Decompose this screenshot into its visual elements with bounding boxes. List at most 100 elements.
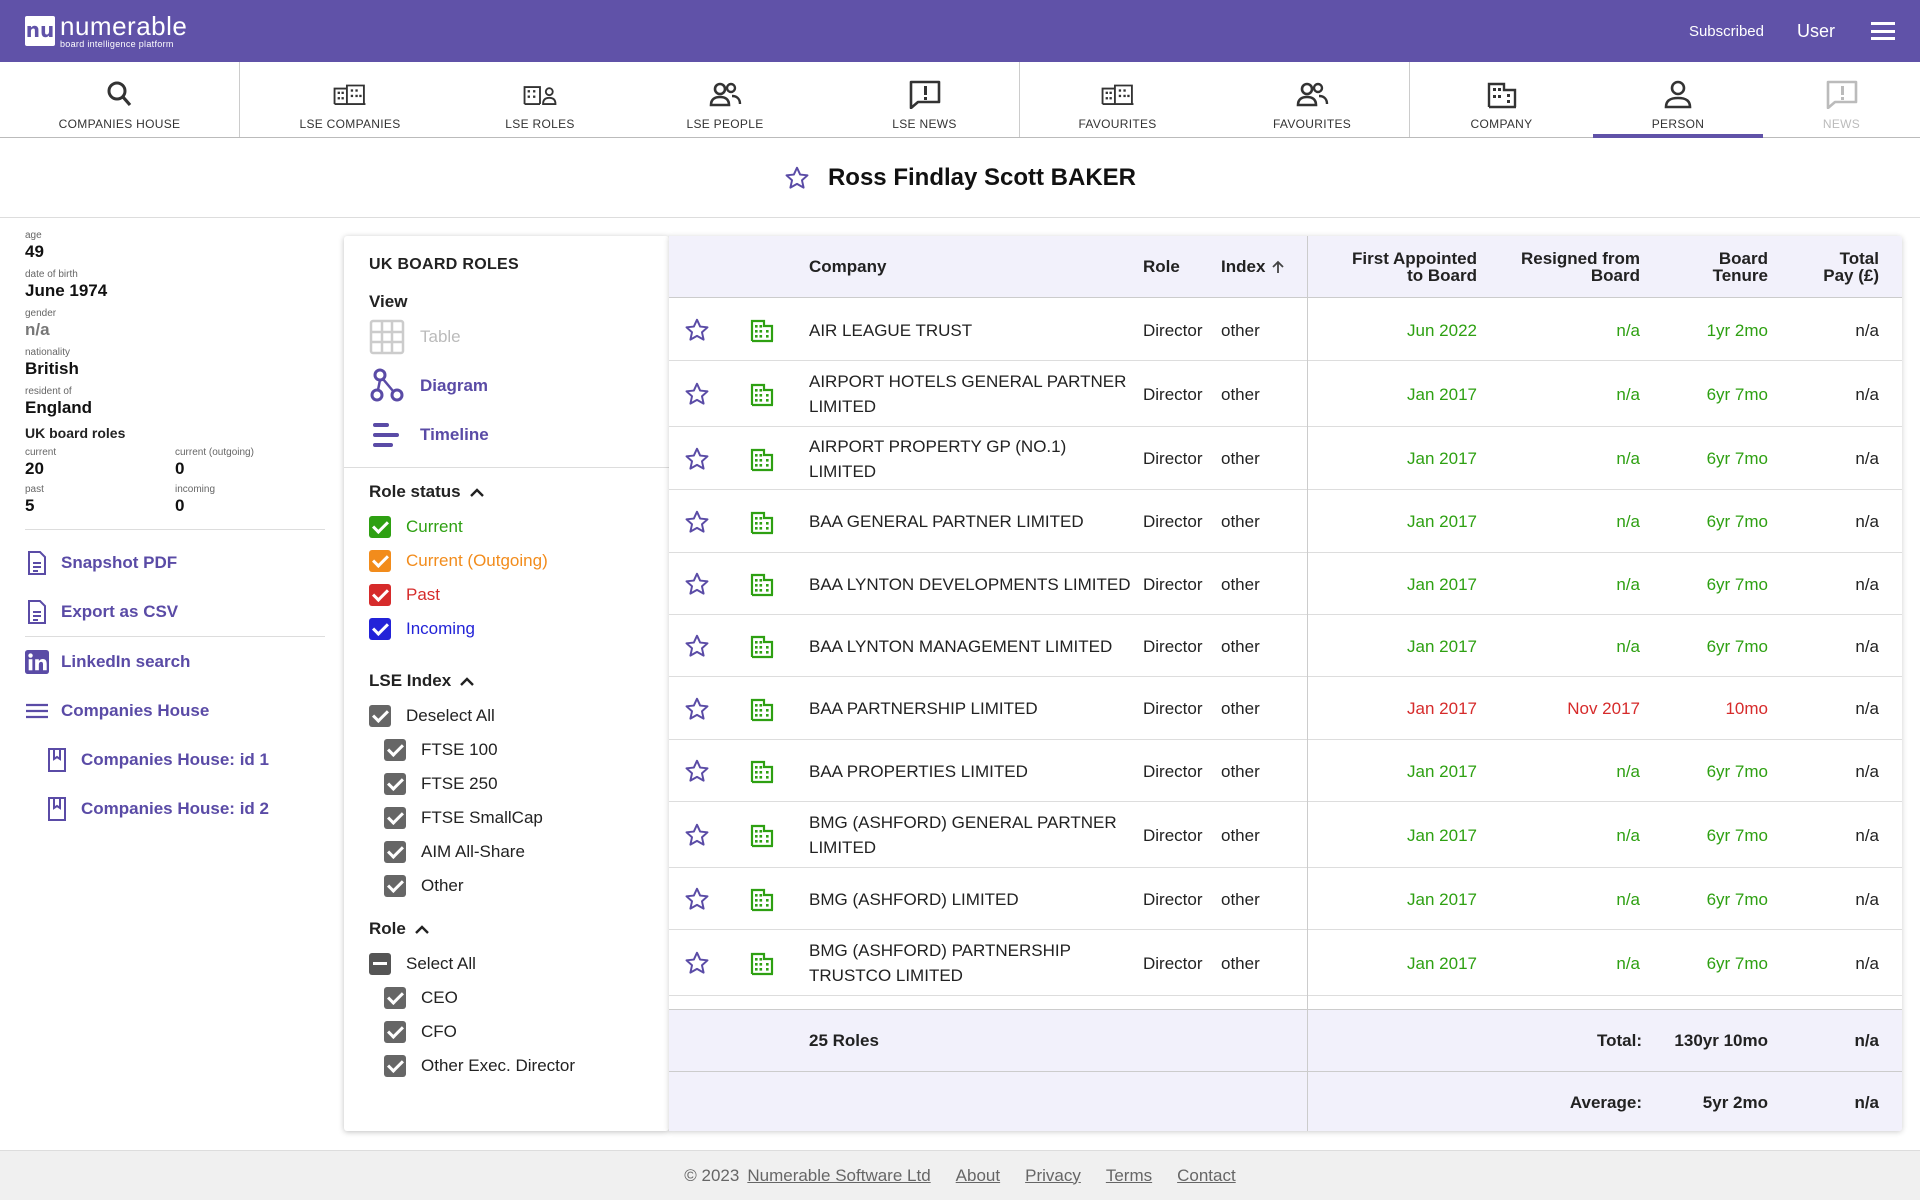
favourite-star-icon[interactable] <box>684 886 710 912</box>
company-building-icon[interactable] <box>749 446 775 472</box>
favourite-star-icon[interactable] <box>684 822 710 848</box>
contact-link[interactable]: Contact <box>1177 1165 1236 1185</box>
tab-lse-news[interactable]: LSE NEWS <box>830 62 1020 137</box>
company-name[interactable]: BAA LYNTON MANAGEMENT LIMITED <box>809 636 1113 656</box>
table-row[interactable]: AIRPORT HOTELS GENERAL PARTNER LIMITED Di… <box>669 361 1902 427</box>
table-row[interactable]: AIR LEAGUE TRUST Director other Jun 2022 n/a… <box>669 299 1902 361</box>
col-role-header[interactable]: Role <box>1143 257 1180 276</box>
privacy-link[interactable]: Privacy <box>1025 1165 1081 1185</box>
tab-person[interactable]: PERSON <box>1593 62 1763 138</box>
lse-deselect-all-checkbox[interactable]: Deselect All <box>369 699 644 733</box>
user-menu[interactable]: User <box>1796 20 1835 41</box>
col-resigned-header[interactable]: Resigned from Board <box>1521 250 1640 284</box>
favourite-star-icon[interactable] <box>684 696 710 722</box>
role-ceo-checkbox[interactable]: CEO <box>369 981 644 1015</box>
table-row[interactable]: BMG (ASHFORD) GENERAL PARTNER LIMITED Dir… <box>669 802 1902 868</box>
document-icon <box>28 599 46 624</box>
col-pay-header[interactable]: Total Pay (£) <box>1823 250 1879 284</box>
about-link[interactable]: About <box>955 1165 1001 1185</box>
favourite-star-icon[interactable] <box>684 381 710 407</box>
company-name[interactable]: BMG (ASHFORD) LIMITED <box>809 889 1019 909</box>
lse-ftse100-checkbox[interactable]: FTSE 100 <box>369 733 644 767</box>
lse-aim-checkbox[interactable]: AIM All-Share <box>369 835 644 869</box>
company-name[interactable]: BAA LYNTON DEVELOPMENTS LIMITED <box>809 574 1131 594</box>
view-diagram-option[interactable]: Diagram <box>369 361 644 410</box>
role-toggle[interactable]: Role <box>369 919 644 939</box>
table-row[interactable]: BAA PROPERTIES LIMITED Director other Jan 2… <box>669 740 1902 802</box>
role-status-heading: Role status <box>369 482 461 501</box>
table-row[interactable]: BAA LYNTON DEVELOPMENTS LIMITED Director o… <box>669 553 1902 615</box>
company-building-icon[interactable] <box>749 822 775 848</box>
col-first-appointed-header[interactable]: First Appointed to Board <box>1352 250 1477 284</box>
tab-companies-house[interactable]: COMPANIES HOUSE <box>0 62 240 137</box>
status-incoming-checkbox[interactable]: Incoming <box>369 612 644 646</box>
tab-company[interactable]: COMPANY <box>1410 62 1593 137</box>
favourite-star-icon[interactable] <box>684 446 710 472</box>
favourite-star-icon[interactable] <box>684 509 710 535</box>
view-table-option[interactable]: Table <box>369 312 644 361</box>
linkedin-search-link[interactable]: LinkedIn search <box>25 637 325 686</box>
company-building-icon[interactable] <box>749 381 775 407</box>
favourite-star-icon[interactable] <box>684 633 710 659</box>
pay-cell: n/a <box>1855 512 1879 531</box>
status-outgoing-checkbox[interactable]: Current (Outgoing) <box>369 544 644 578</box>
favourite-star-icon[interactable] <box>684 950 710 976</box>
company-building-icon[interactable] <box>749 571 775 597</box>
tab-favourite-companies[interactable]: FAVOURITES <box>1020 62 1215 137</box>
favourite-star-icon[interactable] <box>684 317 710 343</box>
company-building-icon[interactable] <box>749 633 775 659</box>
app-logo[interactable]: nu numerable board intelligence platform <box>25 13 187 49</box>
export-csv-link[interactable]: Export as CSV <box>25 587 325 636</box>
col-company-header[interactable]: Company <box>809 257 887 276</box>
tab-lse-roles[interactable]: LSE ROLES <box>460 62 620 137</box>
hamburger-menu-icon[interactable] <box>1871 22 1895 40</box>
companies-house-id-2-link[interactable]: Companies House: id 2 <box>25 784 325 833</box>
lse-other-checkbox[interactable]: Other <box>369 869 644 903</box>
company-name[interactable]: BMG (ASHFORD) PARTNERSHIP TRUSTCO LIMITE… <box>809 941 1071 985</box>
view-table-label: Table <box>420 326 461 346</box>
companies-house-link[interactable]: Companies House <box>25 686 325 735</box>
company-building-icon[interactable] <box>749 758 775 784</box>
role-status-toggle[interactable]: Role status <box>369 482 644 502</box>
table-row[interactable]: BAA LYNTON MANAGEMENT LIMITED Director oth… <box>669 615 1902 677</box>
snapshot-pdf-link[interactable]: Snapshot PDF <box>25 538 325 587</box>
role-select-all-checkbox[interactable]: Select All <box>369 947 644 981</box>
company-name[interactable]: BMG (ASHFORD) GENERAL PARTNER LIMITED <box>809 813 1117 857</box>
status-current-checkbox[interactable]: Current <box>369 510 644 544</box>
company-name[interactable]: AIRPORT PROPERTY GP (NO.1) LIMITED <box>809 436 1067 481</box>
table-row[interactable]: BAA PARTNERSHIP LIMITED Director other Jan … <box>669 677 1902 740</box>
table-row[interactable]: AIRPORT PROPERTY GP (NO.1) LIMITED Direct… <box>669 427 1902 490</box>
role-other-exec-checkbox[interactable]: Other Exec. Director <box>369 1049 644 1083</box>
company-building-icon[interactable] <box>749 950 775 976</box>
tab-favourite-people[interactable]: FAVOURITES <box>1215 62 1410 137</box>
company-building-icon[interactable] <box>749 886 775 912</box>
table-row[interactable]: BMG (ASHFORD) PARTNERSHIP TRUSTCO LIMITE… <box>669 930 1902 996</box>
company-building-icon[interactable] <box>749 696 775 722</box>
role-cfo-checkbox[interactable]: CFO <box>369 1015 644 1049</box>
lse-index-toggle[interactable]: LSE Index <box>369 671 644 691</box>
tab-lse-companies[interactable]: LSE COMPANIES <box>240 62 460 137</box>
companies-house-id-1-link[interactable]: Companies House: id 1 <box>25 735 325 784</box>
company-name[interactable]: AIRPORT HOTELS GENERAL PARTNER LIMITED <box>809 372 1127 416</box>
company-name[interactable]: BAA GENERAL PARTNER LIMITED <box>809 512 1084 531</box>
company-link[interactable]: Numerable Software Ltd <box>747 1165 931 1185</box>
company-name[interactable]: BAA PARTNERSHIP LIMITED <box>809 699 1038 718</box>
favourite-star-icon[interactable] <box>684 758 710 784</box>
status-past-checkbox[interactable]: Past <box>369 578 644 612</box>
terms-link[interactable]: Terms <box>1105 1165 1153 1185</box>
role-cell: Director <box>1143 636 1203 656</box>
table-row[interactable]: BMG (ASHFORD) LIMITED Director other Jan 20… <box>669 868 1902 930</box>
company-building-icon[interactable] <box>749 317 775 343</box>
lse-smallcap-checkbox[interactable]: FTSE SmallCap <box>369 801 644 835</box>
favourite-star-icon[interactable] <box>784 165 810 191</box>
col-index-header[interactable]: Index <box>1221 258 1286 275</box>
col-tenure-header[interactable]: Board Tenure <box>1713 250 1768 284</box>
favourite-star-icon[interactable] <box>684 571 710 597</box>
tab-lse-people[interactable]: LSE PEOPLE <box>620 62 830 137</box>
lse-ftse250-checkbox[interactable]: FTSE 250 <box>369 767 644 801</box>
table-row[interactable]: BAA GENERAL PARTNER LIMITED Director other… <box>669 490 1902 553</box>
company-name[interactable]: BAA PROPERTIES LIMITED <box>809 761 1028 781</box>
view-timeline-option[interactable]: Timeline <box>369 410 644 459</box>
company-name[interactable]: AIR LEAGUE TRUST <box>809 320 973 340</box>
company-building-icon[interactable] <box>749 509 775 535</box>
